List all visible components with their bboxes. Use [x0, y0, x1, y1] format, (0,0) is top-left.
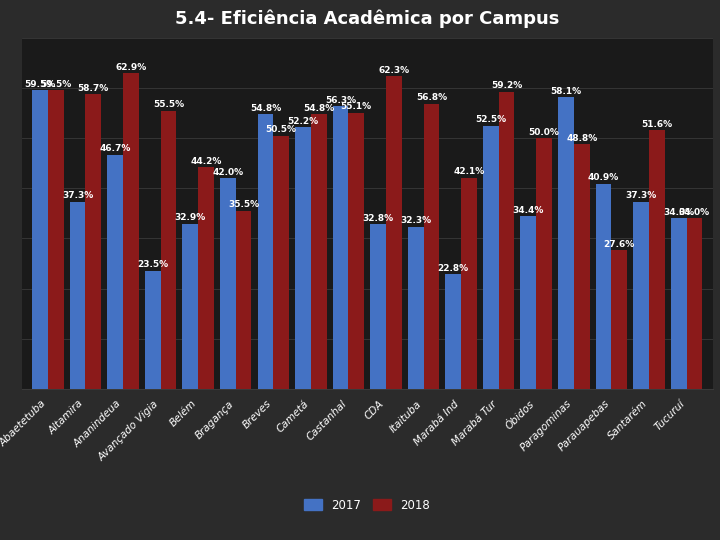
Bar	[333, 106, 348, 389]
Text: 34.0%: 34.0%	[679, 208, 710, 217]
Bar	[86, 94, 102, 389]
Bar	[32, 90, 48, 389]
Text: 51.6%: 51.6%	[642, 119, 672, 129]
Bar	[483, 125, 499, 389]
Text: 58.1%: 58.1%	[550, 87, 582, 96]
Text: 50.0%: 50.0%	[528, 127, 559, 137]
Text: 34.4%: 34.4%	[513, 206, 544, 215]
Text: 37.3%: 37.3%	[626, 191, 657, 200]
Bar	[499, 92, 515, 389]
Text: 44.2%: 44.2%	[190, 157, 222, 166]
Text: 35.5%: 35.5%	[228, 200, 259, 210]
Text: 55.1%: 55.1%	[341, 102, 372, 111]
Text: 42.0%: 42.0%	[212, 168, 243, 177]
Bar	[649, 130, 665, 389]
Bar	[686, 218, 702, 389]
Title: 5.4- Eficiência Acadêmica por Campus: 5.4- Eficiência Acadêmica por Campus	[175, 9, 559, 28]
Legend: 2017, 2018: 2017, 2018	[300, 494, 435, 516]
Bar	[446, 274, 461, 389]
Bar	[295, 127, 311, 389]
Bar	[536, 138, 552, 389]
Text: 34.0%: 34.0%	[663, 208, 694, 217]
Bar	[348, 112, 364, 389]
Text: 58.7%: 58.7%	[78, 84, 109, 93]
Bar	[107, 154, 123, 389]
Text: 22.8%: 22.8%	[438, 264, 469, 273]
Text: 50.5%: 50.5%	[266, 125, 297, 134]
Text: 56.8%: 56.8%	[416, 93, 447, 103]
Bar	[408, 227, 423, 389]
Bar	[521, 217, 536, 389]
Bar	[595, 184, 611, 389]
Bar	[633, 202, 649, 389]
Text: 32.9%: 32.9%	[175, 213, 206, 222]
Text: 59.2%: 59.2%	[491, 82, 522, 90]
Text: 32.3%: 32.3%	[400, 217, 431, 225]
Text: 52.2%: 52.2%	[287, 117, 318, 125]
Text: 46.7%: 46.7%	[99, 144, 131, 153]
Text: 23.5%: 23.5%	[137, 260, 168, 269]
Bar	[370, 224, 386, 389]
Bar	[461, 178, 477, 389]
Bar	[220, 178, 235, 389]
Bar	[182, 224, 198, 389]
Bar	[161, 111, 176, 389]
Text: 27.6%: 27.6%	[603, 240, 635, 249]
Bar	[611, 251, 627, 389]
Bar	[123, 73, 139, 389]
Bar	[235, 211, 251, 389]
Text: 59.5%: 59.5%	[24, 80, 55, 89]
Text: 62.3%: 62.3%	[378, 66, 410, 75]
Bar	[198, 167, 214, 389]
Text: 48.8%: 48.8%	[566, 133, 598, 143]
Bar	[386, 76, 402, 389]
Bar	[671, 218, 686, 389]
Bar	[70, 202, 86, 389]
Bar	[311, 114, 327, 389]
Text: 40.9%: 40.9%	[588, 173, 619, 182]
Text: 62.9%: 62.9%	[115, 63, 147, 72]
Bar	[574, 144, 590, 389]
Text: 37.3%: 37.3%	[62, 191, 93, 200]
Bar	[558, 97, 574, 389]
Text: 56.3%: 56.3%	[325, 96, 356, 105]
Bar	[145, 271, 161, 389]
Text: 32.8%: 32.8%	[363, 214, 394, 223]
Bar	[274, 136, 289, 389]
Bar	[423, 104, 439, 389]
Bar	[48, 90, 63, 389]
Text: 52.5%: 52.5%	[475, 115, 506, 124]
Text: 54.8%: 54.8%	[250, 104, 281, 112]
Text: 59.5%: 59.5%	[40, 80, 71, 89]
Bar	[258, 114, 274, 389]
Text: 55.5%: 55.5%	[153, 100, 184, 109]
Text: 54.8%: 54.8%	[303, 104, 334, 112]
Text: 42.1%: 42.1%	[454, 167, 485, 176]
